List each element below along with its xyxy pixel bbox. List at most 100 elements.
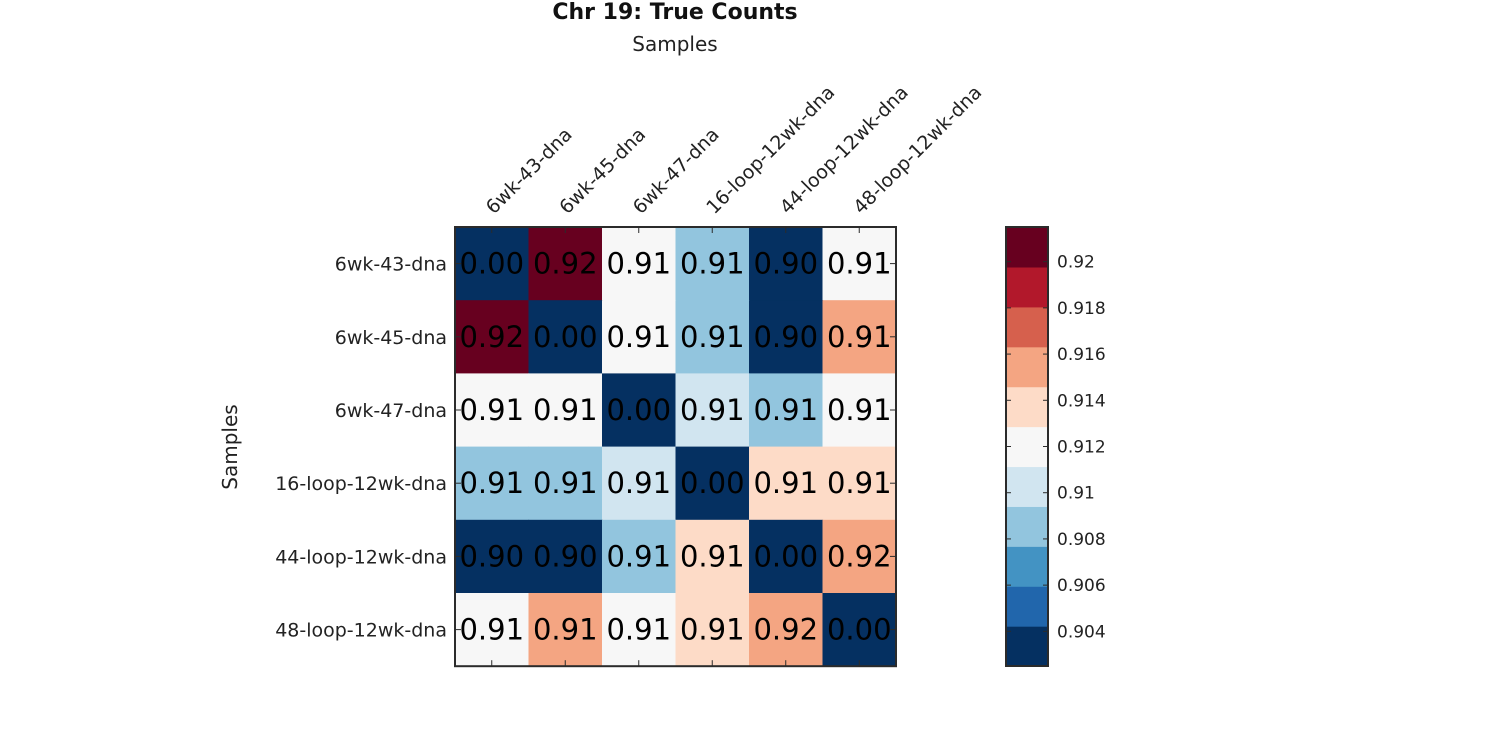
- cell-value-label: 0.92: [827, 539, 892, 573]
- y-tick-label: 6wk-43-dna: [335, 254, 447, 276]
- heatmap-cell: [528, 227, 603, 301]
- heatmap-cell: [602, 300, 677, 374]
- cell-value-label: 0.91: [459, 393, 524, 427]
- cell-value-label: 0.91: [533, 393, 598, 427]
- colorbar-tick-label: 0.914: [1057, 391, 1106, 411]
- colorbar-segment: [1006, 466, 1048, 507]
- x-tick-label: 48-loop-12wk-dna: [849, 81, 986, 218]
- cell-value-label: 0.91: [459, 613, 524, 647]
- cell-value-label: 0.91: [533, 466, 598, 500]
- cell-value-label: 0.00: [459, 247, 524, 281]
- cell-value-label: 0.91: [606, 466, 671, 500]
- heatmap-cell: [822, 446, 897, 521]
- heatmap-cell: [455, 373, 530, 448]
- heatmap-cell: [675, 373, 750, 448]
- heatmap-cell: [675, 519, 750, 594]
- colorbar-segment: [1006, 546, 1048, 587]
- y-tick-label: 48-loop-12wk-dna: [275, 620, 447, 642]
- heatmap-cell: [822, 373, 897, 448]
- cell-value-label: 0.91: [606, 539, 671, 573]
- heatmap-cell: [675, 227, 750, 301]
- cell-value-label: 0.91: [680, 247, 745, 281]
- heatmap-cell: [822, 519, 897, 594]
- cell-value-label: 0.91: [827, 247, 892, 281]
- x-tick-label: 44-loop-12wk-dna: [776, 81, 913, 218]
- heatmap-cell: [455, 300, 530, 374]
- heatmap-cell: [749, 373, 824, 448]
- cell-value-label: 0.00: [606, 393, 671, 427]
- cell-value-label: 0.92: [753, 613, 818, 647]
- cell-value-label: 0.00: [533, 320, 598, 354]
- colorbar-segment: [1006, 227, 1048, 268]
- colorbar-tick-label: 0.908: [1057, 530, 1106, 550]
- cell-value-label: 0.91: [827, 320, 892, 354]
- colorbar-segment: [1006, 626, 1048, 667]
- heatmap-cell: [675, 300, 750, 374]
- cell-value-label: 0.90: [459, 539, 524, 573]
- chart-title: Chr 19: True Counts: [552, 0, 798, 25]
- heatmap-frame: [454, 226, 897, 668]
- colorbar-segment: [1006, 266, 1048, 308]
- cell-value-label: 0.91: [680, 320, 745, 354]
- heatmap-cell: [822, 593, 897, 667]
- cell-value-label: 0.91: [680, 393, 745, 427]
- cell-value-label: 0.91: [533, 613, 598, 647]
- colorbar-segment: [1006, 346, 1048, 388]
- cell-value-label: 0.00: [753, 539, 818, 573]
- colorbar-segment: [1006, 586, 1048, 627]
- cell-value-label: 0.91: [606, 247, 671, 281]
- cell-value-label: 0.91: [753, 393, 818, 427]
- cell-value-label: 0.91: [827, 393, 892, 427]
- heatmap-cell: [749, 300, 824, 374]
- colorbar-tick-label: 0.916: [1057, 345, 1106, 365]
- cell-value-label: 0.90: [533, 539, 598, 573]
- colorbar-segment: [1006, 506, 1048, 547]
- colorbar-tick-label: 0.912: [1057, 438, 1106, 458]
- heatmap-cell: [749, 446, 824, 521]
- y-tick-label: 6wk-45-dna: [335, 327, 447, 349]
- cell-value-label: 0.91: [459, 466, 524, 500]
- heatmap-cell: [528, 519, 603, 594]
- y-tick-label: 16-loop-12wk-dna: [275, 473, 447, 495]
- colorbar-tick-label: 0.92: [1057, 253, 1095, 273]
- colorbar-segment: [1006, 306, 1048, 348]
- heatmap-cell: [455, 446, 530, 521]
- cell-value-label: 0.90: [753, 247, 818, 281]
- colorbar-segment: [1006, 426, 1048, 468]
- cell-value-label: 0.92: [533, 247, 598, 281]
- heatmap-cell: [602, 227, 677, 301]
- heatmap-cell: [528, 593, 603, 667]
- cell-value-label: 0.00: [680, 466, 745, 500]
- y-tick-label: 6wk-47-dna: [335, 400, 447, 422]
- x-axis-label: Samples: [632, 32, 718, 56]
- heatmap-cell: [675, 593, 750, 667]
- heatmap-cell: [455, 227, 530, 301]
- colorbar-tick-label: 0.918: [1057, 299, 1106, 319]
- colorbar-segment: [1006, 386, 1048, 428]
- heatmap-cell: [602, 373, 677, 448]
- cell-value-label: 0.91: [680, 613, 745, 647]
- colorbar-tick-label: 0.904: [1057, 622, 1106, 642]
- cell-value-label: 0.92: [459, 320, 524, 354]
- heatmap-cell: [749, 593, 824, 667]
- heatmap-cell: [602, 519, 677, 594]
- heatmap-cell: [675, 446, 750, 521]
- cell-value-label: 0.90: [753, 320, 818, 354]
- heatmap-cell: [528, 300, 603, 374]
- heatmap-cell: [749, 227, 824, 301]
- heatmap-cell: [602, 446, 677, 521]
- y-tick-label: 44-loop-12wk-dna: [275, 546, 447, 568]
- colorbar-tick-label: 0.906: [1057, 576, 1106, 596]
- heatmap-cell: [528, 373, 603, 448]
- cell-value-label: 0.91: [680, 539, 745, 573]
- heatmap-cell: [822, 227, 897, 301]
- x-tick-label: 16-loop-12wk-dna: [702, 81, 839, 218]
- cell-value-label: 0.91: [827, 466, 892, 500]
- cell-value-label: 0.91: [753, 466, 818, 500]
- heatmap-cell: [749, 519, 824, 594]
- heatmap-cell: [455, 593, 530, 667]
- cell-value-label: 0.00: [827, 613, 892, 647]
- colorbar-tick-label: 0.91: [1057, 484, 1095, 504]
- heatmap-cell: [528, 446, 603, 521]
- cell-value-label: 0.91: [606, 613, 671, 647]
